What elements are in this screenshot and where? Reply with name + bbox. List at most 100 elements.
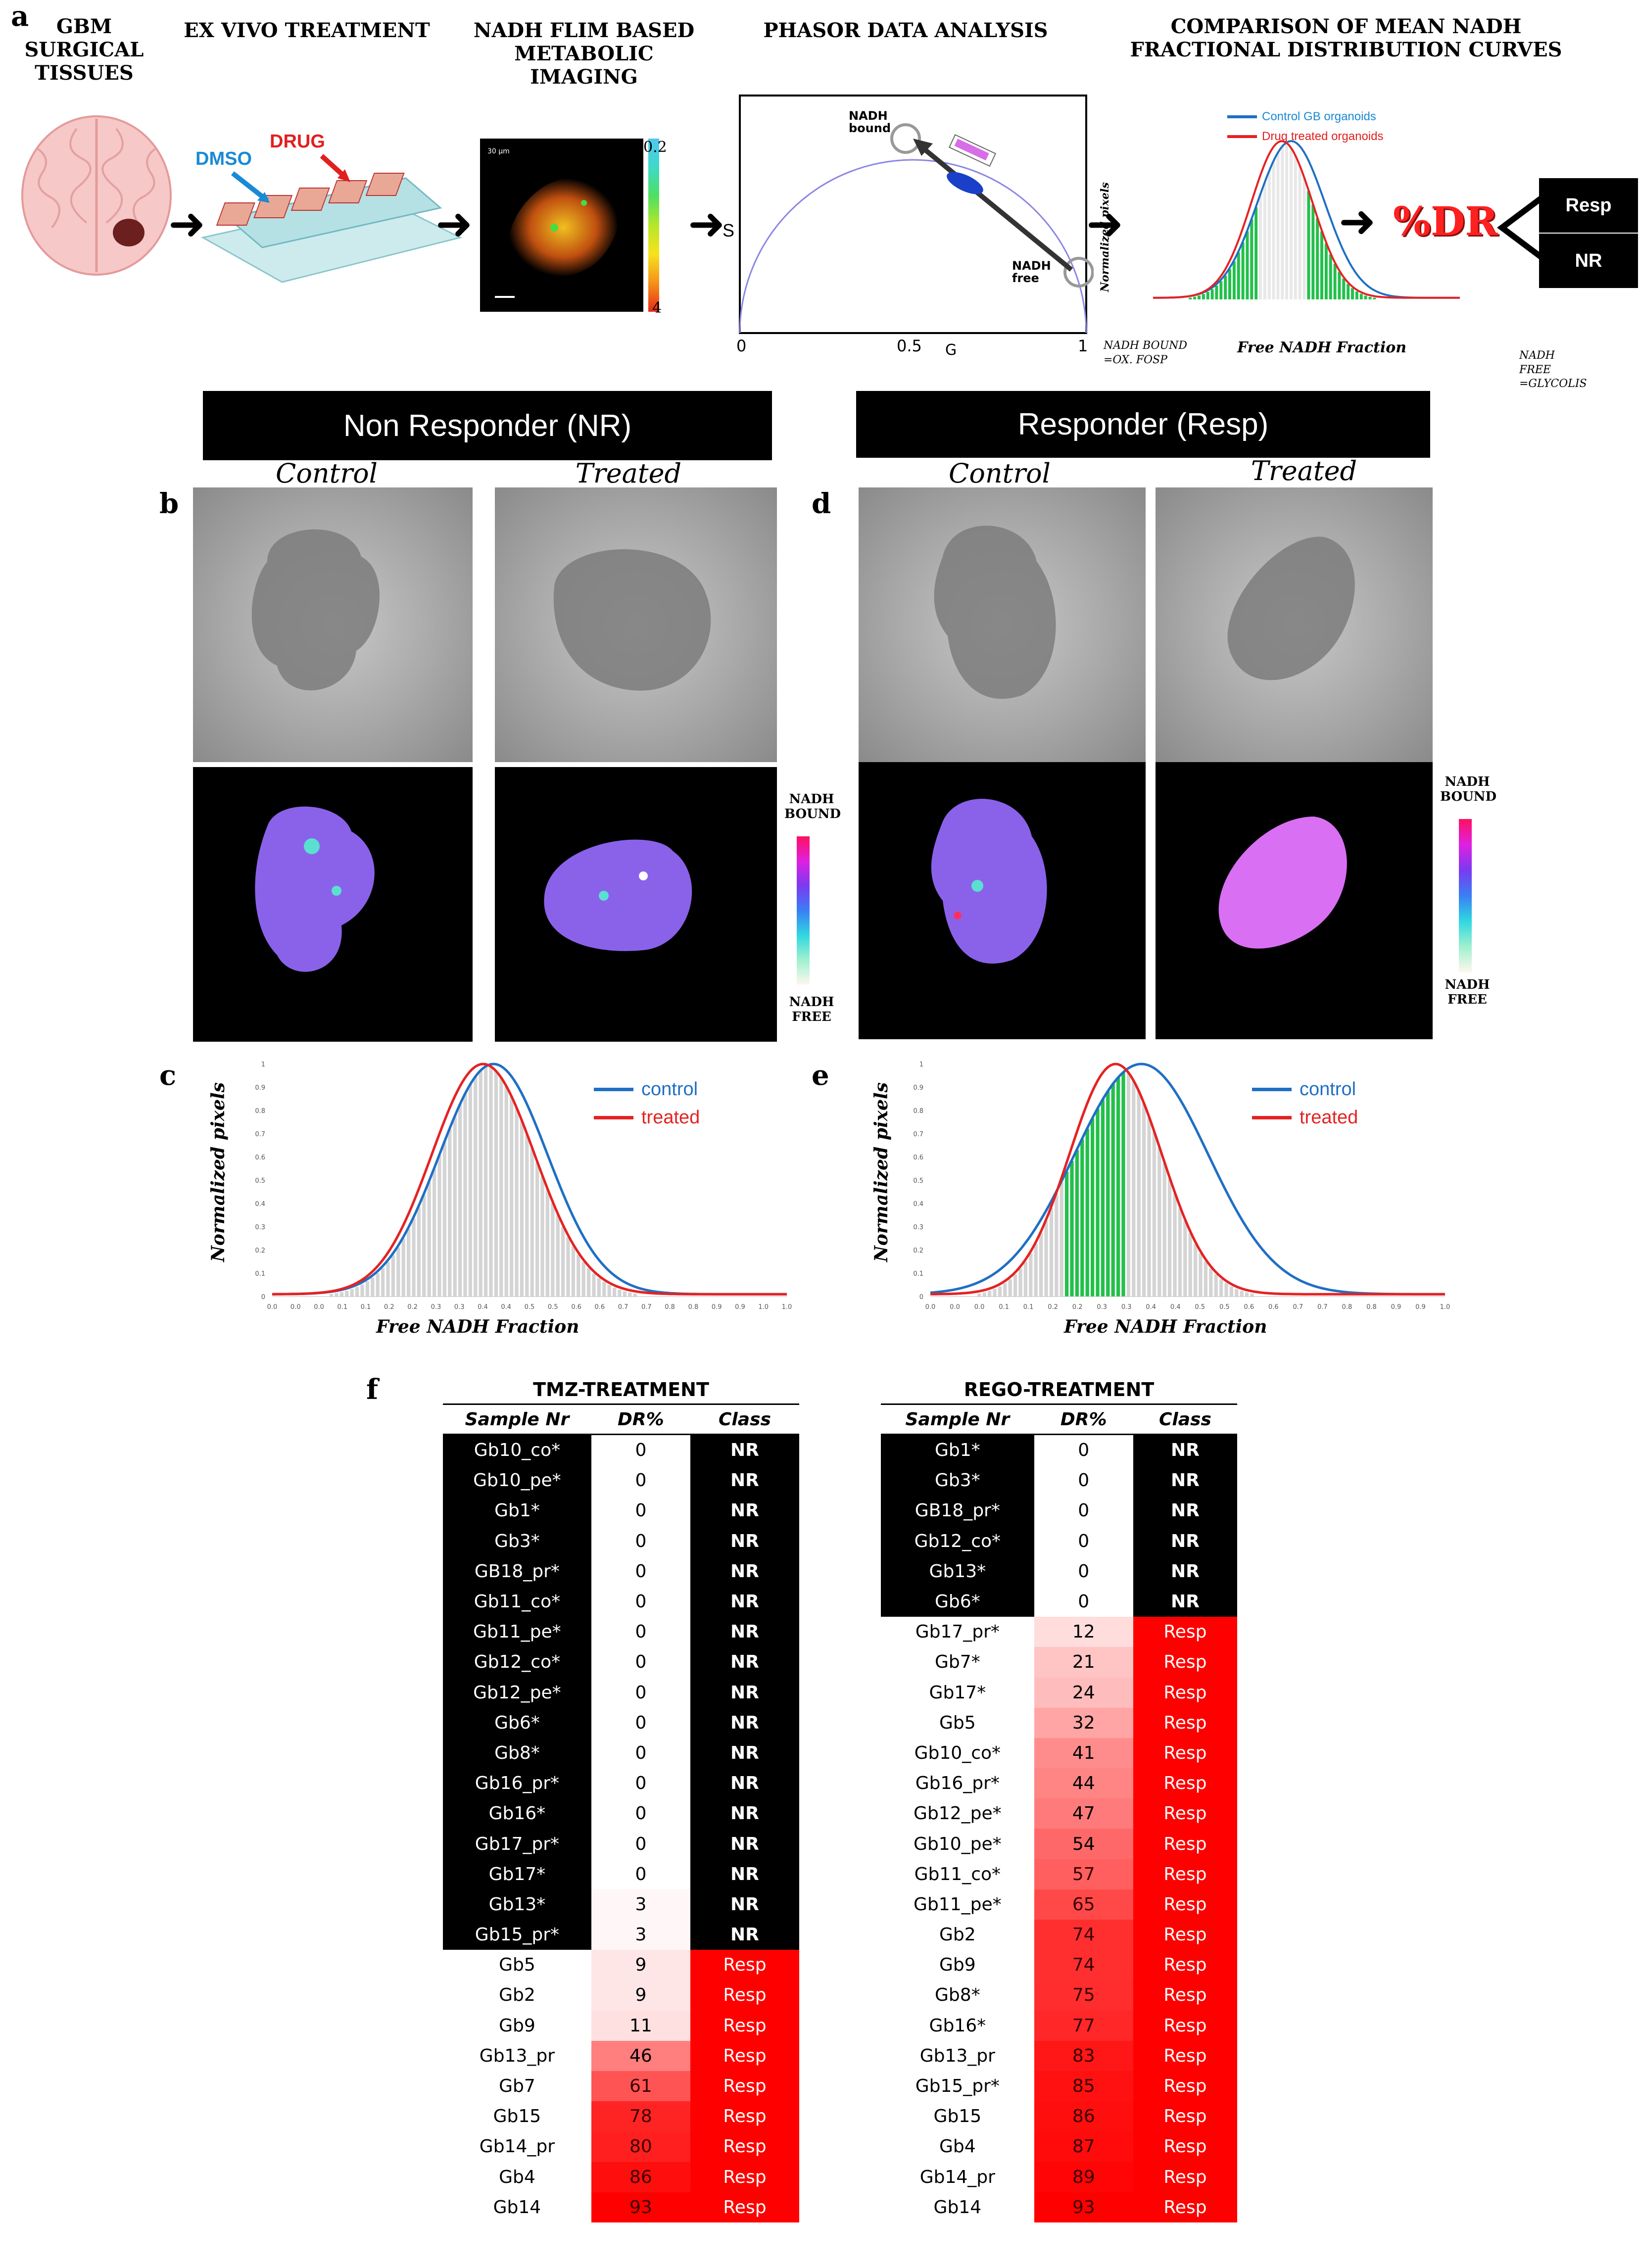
table-row: Gb1* 0 NR [443, 1496, 799, 1526]
histogram-bar [525, 1134, 529, 1297]
histogram-bar [607, 1285, 611, 1297]
mini-histogram-bar [1189, 297, 1192, 299]
histogram-bar [993, 1289, 997, 1297]
table-row: Gb4 87 Resp [881, 2131, 1237, 2162]
histogram-bar [1044, 1221, 1048, 1297]
class-cell: Resp [1133, 2101, 1237, 2132]
mini-histogram-bar [1198, 295, 1201, 299]
x-tick-label: 0.6 [1244, 1303, 1254, 1311]
y-tick-label: 0 [919, 1294, 923, 1301]
histogram-bar [474, 1076, 478, 1297]
table-row: Gb13* 3 NR [443, 1889, 799, 1920]
lifetime-top-label: 0.2 [643, 139, 667, 156]
dr-cell: 0 [591, 1434, 690, 1466]
mini-histogram-bar [1250, 219, 1253, 299]
histogram-bar [540, 1176, 544, 1297]
sample-cell: Gb12_pe* [881, 1798, 1034, 1829]
dr-cell: 74 [1034, 1920, 1133, 1950]
dr-cell: 0 [591, 1737, 690, 1769]
sample-cell: Gb13* [881, 1556, 1034, 1587]
dr-cell: 57 [1034, 1859, 1133, 1889]
histogram-bar [458, 1104, 462, 1297]
histogram-bar [504, 1086, 508, 1297]
histogram-bar [987, 1291, 992, 1297]
class-cell: Resp [1133, 1707, 1237, 1738]
table-row: Gb16* 77 Resp [881, 2010, 1237, 2041]
tmz-header-sample: Sample Nr [443, 1405, 591, 1435]
chart-e-legend-control-swatch [1252, 1088, 1292, 1091]
histogram-bar [1224, 1283, 1228, 1297]
dr-cell: 54 [1034, 1829, 1133, 1859]
arrow-4-icon: ➜ [1086, 198, 1124, 250]
histogram-bar [386, 1262, 390, 1297]
histogram-bar [1137, 1091, 1141, 1297]
sample-cell: Gb5 [881, 1707, 1034, 1738]
histogram-bar [1085, 1128, 1089, 1297]
y-tick-label: 1 [261, 1061, 265, 1068]
sample-cell: Gb9 [881, 1950, 1034, 1980]
histogram-bar [479, 1070, 482, 1297]
dr-cell: 83 [1034, 2040, 1133, 2071]
table-row: Gb2 74 Resp [881, 1920, 1237, 1950]
table-row: Gb14 93 Resp [881, 2192, 1237, 2222]
dr-cell: 0 [1034, 1586, 1133, 1617]
sample-cell: Gb2 [881, 1920, 1034, 1950]
mini-histogram-bar [1338, 272, 1341, 299]
y-tick-label: 0 [261, 1294, 265, 1301]
histogram-bar [468, 1084, 473, 1297]
class-cell: NR [690, 1707, 799, 1738]
table-row: GB18_pr* 0 NR [443, 1556, 799, 1587]
class-cell: NR [1133, 1434, 1237, 1466]
table-row: Gb15 86 Resp [881, 2101, 1237, 2132]
panel-label-d: d [812, 487, 831, 520]
class-cell: Resp [690, 1950, 799, 1980]
histogram-bar [335, 1293, 338, 1297]
mini-histogram-bar [1294, 155, 1297, 299]
table-row: Gb10_pe* 54 Resp [881, 1829, 1237, 1859]
x-tick-label: 0.2 [384, 1303, 394, 1311]
histogram-bar [602, 1282, 606, 1297]
class-cell: Resp [1133, 1980, 1237, 2011]
y-tick-label: 0.6 [255, 1154, 265, 1161]
x-tick-label: 0.6 [1268, 1303, 1279, 1311]
histogram-bar [1132, 1081, 1136, 1297]
mini-chart-right-note: NADH FREE =GLYCOLIS [1519, 349, 1587, 390]
mini-chart-xlabel: Free NADH Fraction [1237, 339, 1407, 356]
x-tick-label: 0.9 [1415, 1303, 1426, 1311]
histogram-bar [1162, 1163, 1166, 1297]
split-arrow-icon [1497, 195, 1543, 260]
histogram-bar [545, 1190, 550, 1297]
nr-control-flim [193, 767, 473, 1042]
rego-header-sample: Sample Nr [881, 1405, 1034, 1435]
class-cell: Resp [1133, 1829, 1237, 1859]
dr-cell: 0 [591, 1707, 690, 1738]
nr-box: NR [1539, 233, 1638, 288]
dr-percent-label: %DR [1393, 198, 1498, 244]
mini-histogram-bar [1259, 194, 1262, 299]
histogram-bar [1064, 1171, 1069, 1297]
x-tick-label: 0.8 [1342, 1303, 1352, 1311]
x-tick-label: 0.3 [1121, 1303, 1132, 1311]
dr-cell: 0 [591, 1586, 690, 1617]
x-tick-label: 1.0 [758, 1303, 769, 1311]
histogram-bar [453, 1116, 457, 1297]
mini-legend-control: Control GB organoids [1227, 110, 1376, 124]
control-curve [272, 1062, 787, 1296]
class-cell: NR [690, 1889, 799, 1920]
sample-cell: Gb1* [881, 1434, 1034, 1466]
histogram-bar [597, 1278, 601, 1297]
control-curve [930, 1062, 1445, 1296]
resp-control-label: Control [949, 458, 1051, 489]
mini-histogram-bar [1254, 207, 1258, 299]
histogram-bar [345, 1291, 349, 1297]
table-row: Gb12_pe* 47 Resp [881, 1798, 1237, 1829]
histogram-bar [339, 1292, 344, 1297]
histogram-bar [982, 1292, 986, 1297]
sample-cell: Gb17* [443, 1859, 591, 1889]
mini-histogram-bar [1202, 294, 1205, 299]
rego-table: Sample Nr DR% Class Gb1* 0 NR Gb3* 0 NR GB18_p… [881, 1405, 1237, 2222]
table-row: Gb5 32 Resp [881, 1707, 1237, 1738]
nr-nadh-colorbar [797, 836, 810, 985]
mini-histogram-bar [1246, 231, 1249, 299]
class-cell: NR [690, 1768, 799, 1799]
